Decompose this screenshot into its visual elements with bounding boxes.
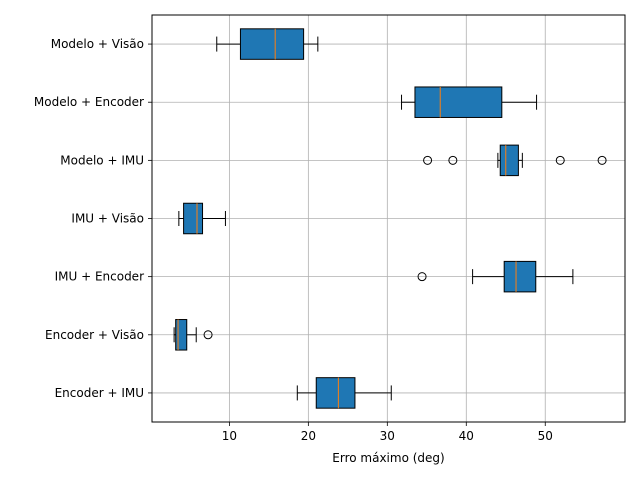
box-group: [173, 319, 213, 351]
y-axis: Modelo + Visão Modelo + Encoder Modelo + I…: [34, 37, 152, 400]
y-tick-label: Modelo + Visão: [51, 37, 144, 51]
y-tick-label: IMU + Visão: [71, 212, 144, 226]
y-tick-label: Encoder + IMU: [55, 386, 144, 400]
y-tick-label: Modelo + IMU: [60, 153, 144, 167]
box: [499, 144, 519, 177]
outlier-point: [203, 330, 213, 340]
box: [175, 319, 188, 351]
box-group: [417, 260, 574, 293]
x-axis: 10 20 30 40 50: [222, 422, 553, 443]
box: [183, 202, 204, 235]
outlier-point: [417, 272, 427, 282]
x-tick-label: 40: [459, 429, 474, 443]
x-tick-label: 10: [222, 429, 237, 443]
y-tick-label: Encoder + Visão: [45, 328, 144, 342]
outlier-point: [448, 155, 458, 165]
outlier-point: [423, 155, 433, 165]
x-tick-label: 30: [380, 429, 395, 443]
box-group: [296, 377, 392, 409]
outlier-point: [555, 155, 565, 165]
box: [239, 28, 305, 60]
y-tick-label: Modelo + Encoder: [34, 95, 144, 109]
x-tick-label: 20: [301, 429, 316, 443]
box: [315, 377, 356, 409]
box-series: [173, 28, 607, 409]
box-group: [216, 28, 319, 60]
box: [414, 86, 503, 118]
box: [503, 260, 537, 293]
box-group: [401, 86, 538, 118]
y-tick-label: IMU + Encoder: [55, 270, 144, 284]
outlier-point: [597, 155, 607, 165]
x-axis-label: Erro máximo (deg): [332, 451, 444, 465]
x-tick-label: 50: [538, 429, 553, 443]
box-group: [423, 144, 607, 177]
box-group: [178, 202, 226, 235]
